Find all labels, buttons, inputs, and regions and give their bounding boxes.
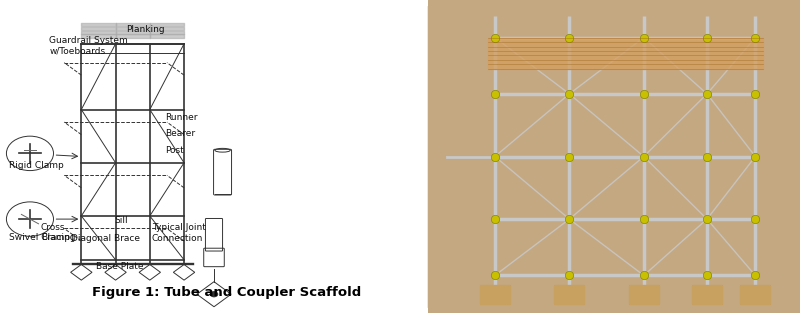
Text: Sill: Sill [114,216,128,225]
Text: Runner: Runner [165,113,198,122]
Text: Base Plate: Base Plate [96,262,144,271]
Text: Figure 1: Tube and Coupler Scaffold: Figure 1: Tube and Coupler Scaffold [92,286,362,299]
Bar [741,285,770,304]
Bar [692,285,722,304]
Bar [554,285,584,304]
Bar [629,285,658,304]
Bar [480,285,510,304]
Circle shape [210,291,218,297]
Text: Cross
Bracing: Cross Bracing [41,223,75,242]
Text: Swivel Clamp: Swivel Clamp [9,233,70,242]
Bar [487,38,763,69]
Text: Planking: Planking [126,25,165,34]
Text: Guardrail System
w/Toeboards: Guardrail System w/Toeboards [50,36,128,55]
Text: Rigid Clamp: Rigid Clamp [9,162,63,170]
Text: Diagonal Brace: Diagonal Brace [70,234,140,243]
Text: Post: Post [165,146,183,155]
Text: Typical Joint
Connection: Typical Joint Connection [152,223,206,243]
Text: Bearer: Bearer [165,130,195,138]
